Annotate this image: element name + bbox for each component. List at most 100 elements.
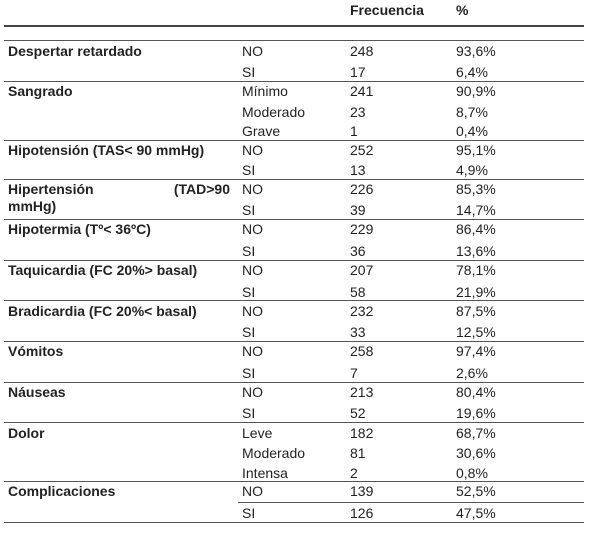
category-label: Náuseas	[8, 384, 66, 400]
category-label: Hipertensión (TAD>90 mmHg)	[8, 181, 233, 215]
option-label: SI	[242, 162, 256, 178]
percent-value: 12,5%	[456, 324, 496, 340]
frequency-value: 13	[350, 162, 366, 178]
row-divider	[4, 382, 584, 383]
frequency-value: 2	[350, 465, 358, 481]
option-label: Moderado	[242, 445, 306, 461]
table-bottom-rule	[4, 522, 584, 523]
percent-value: 8,7%	[456, 104, 488, 120]
frequency-value: 58	[350, 284, 366, 300]
row-divider	[4, 422, 584, 423]
option-label: NO	[242, 262, 263, 278]
percent-value: 14,7%	[456, 202, 496, 218]
header-percent: %	[456, 2, 469, 18]
frequency-value: 39	[350, 202, 366, 218]
percent-value: 4,9%	[456, 162, 488, 178]
frequency-value: 248	[350, 43, 374, 59]
category-label-part: Hipertensión	[8, 181, 94, 197]
percent-value: 95,1%	[456, 142, 496, 158]
percent-value: 13,6%	[456, 243, 496, 259]
percent-value: 30,6%	[456, 445, 496, 461]
option-label: NO	[242, 142, 263, 158]
category-label: Taquicardia (FC 20%> basal)	[8, 262, 198, 278]
percent-value: 0,4%	[456, 123, 488, 139]
option-label: Leve	[242, 425, 273, 441]
option-label: SI	[242, 405, 256, 421]
category-label: Vómitos	[8, 343, 64, 359]
option-label: SI	[242, 365, 256, 381]
percent-value: 86,4%	[456, 221, 496, 237]
frequency-value: 252	[350, 142, 374, 158]
row-divider	[4, 260, 584, 261]
option-label: NO	[242, 483, 263, 499]
header-rule	[4, 25, 584, 27]
option-label: NO	[242, 181, 263, 197]
frequency-value: 7	[350, 365, 358, 381]
percent-value: 47,5%	[456, 505, 496, 521]
row-divider	[4, 40, 584, 41]
row-divider	[238, 502, 584, 503]
option-label: NO	[242, 303, 263, 319]
frequency-value: 33	[350, 324, 366, 340]
percent-value: 21,9%	[456, 284, 496, 300]
category-label: Bradicardia (FC 20%< basal)	[8, 303, 197, 319]
frequency-value: 17	[350, 64, 366, 80]
option-label: SI	[242, 324, 256, 340]
frequency-value: 139	[350, 483, 374, 499]
option-label: Intensa	[242, 465, 288, 481]
percent-value: 68,7%	[456, 425, 496, 441]
percent-value: 93,6%	[456, 43, 496, 59]
percent-value: 52,5%	[456, 483, 496, 499]
percent-value: 80,4%	[456, 384, 496, 400]
frequency-value: 81	[350, 445, 366, 461]
frequency-value: 182	[350, 425, 374, 441]
statistics-table: Frecuencia % Despertar retardado NO 248 …	[4, 0, 584, 553]
frequency-value: 52	[350, 405, 366, 421]
frequency-value: 229	[350, 221, 374, 237]
category-label: Sangrado	[8, 83, 73, 99]
row-divider	[4, 341, 584, 342]
row-divider	[4, 219, 584, 220]
option-label: SI	[242, 64, 256, 80]
frequency-value: 36	[350, 243, 366, 259]
frequency-value: 23	[350, 104, 366, 120]
percent-value: 2,6%	[456, 365, 488, 381]
option-label: SI	[242, 505, 256, 521]
frequency-value: 126	[350, 505, 374, 521]
percent-value: 0,8%	[456, 465, 488, 481]
option-label: NO	[242, 384, 263, 400]
option-label: SI	[242, 243, 256, 259]
category-label-part: (TAD>90	[173, 181, 230, 197]
option-label: SI	[242, 284, 256, 300]
percent-value: 87,5%	[456, 303, 496, 319]
category-label: Hipotermia (Tº< 36ºC)	[8, 221, 151, 237]
row-divider	[4, 300, 584, 301]
row-divider	[4, 481, 584, 482]
category-label-part: mmHg)	[8, 198, 57, 214]
frequency-value: 232	[350, 303, 374, 319]
row-divider	[4, 179, 584, 180]
category-label: Hipotensión (TAS< 90 mmHg)	[8, 142, 205, 158]
option-label: Moderado	[242, 104, 306, 120]
percent-value: 85,3%	[456, 181, 496, 197]
option-label: Mínimo	[242, 83, 288, 99]
frequency-value: 241	[350, 83, 374, 99]
frequency-value: 213	[350, 384, 374, 400]
option-label: NO	[242, 221, 263, 237]
percent-value: 6,4%	[456, 64, 488, 80]
option-label: SI	[242, 202, 256, 218]
percent-value: 78,1%	[456, 262, 496, 278]
percent-value: 90,9%	[456, 83, 496, 99]
frequency-value: 258	[350, 343, 374, 359]
category-label: Dolor	[8, 425, 45, 441]
frequency-value: 1	[350, 123, 358, 139]
header-frecuencia: Frecuencia	[350, 2, 424, 18]
frequency-value: 226	[350, 181, 374, 197]
option-label: NO	[242, 43, 263, 59]
category-label: Despertar retardado	[8, 43, 142, 59]
percent-value: 97,4%	[456, 343, 496, 359]
option-label: Grave	[242, 123, 281, 139]
category-label: Complicaciones	[8, 483, 116, 499]
percent-value: 19,6%	[456, 405, 496, 421]
option-label: NO	[242, 343, 263, 359]
